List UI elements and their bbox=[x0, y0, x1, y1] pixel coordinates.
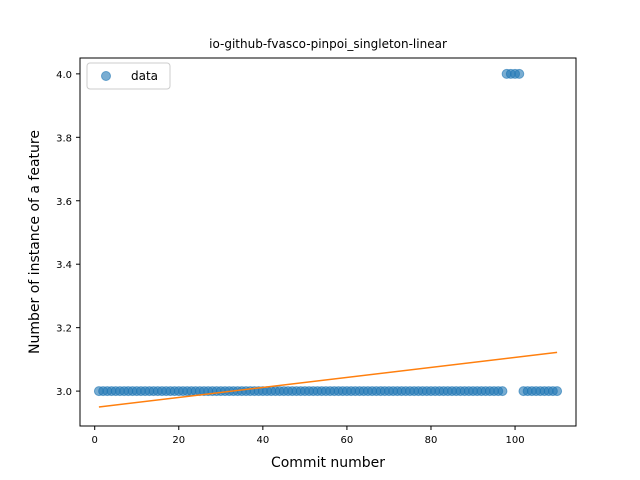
y-tick-label: 3.4 bbox=[56, 260, 72, 271]
data-point bbox=[552, 386, 563, 397]
fit-line bbox=[98, 351, 558, 408]
x-tick-label: 40 bbox=[256, 435, 269, 446]
y-axis-ticks: 3.0 3.2 3.4 3.6 3.8 4.0 bbox=[56, 70, 80, 398]
y-tick-label: 3.2 bbox=[56, 324, 72, 335]
x-tick-label: 100 bbox=[506, 435, 525, 446]
legend: data bbox=[86, 62, 171, 90]
data-point bbox=[514, 68, 525, 79]
x-tick-label: 20 bbox=[172, 435, 185, 446]
x-tick-label: 60 bbox=[341, 435, 354, 446]
axes-frame bbox=[79, 57, 577, 427]
legend-label-data: data bbox=[131, 69, 158, 83]
chart-title: io-github-fvasco-pinpoi_singleton-linear bbox=[209, 37, 447, 51]
y-tick-label: 3.6 bbox=[56, 197, 72, 208]
y-tick-label: 3.0 bbox=[56, 387, 72, 398]
y-axis-label: Number of instance of a feature bbox=[27, 130, 43, 354]
x-tick-label: 80 bbox=[425, 435, 438, 446]
x-tick-label: 0 bbox=[92, 435, 98, 446]
x-axis-label: Commit number bbox=[271, 455, 385, 471]
y-tick-label: 4.0 bbox=[56, 70, 72, 81]
data-point bbox=[497, 386, 508, 397]
legend-marker-data bbox=[101, 71, 111, 81]
x-axis-ticks: 0 20 40 60 80 100 bbox=[92, 426, 525, 446]
plot-area bbox=[79, 57, 577, 427]
legend-box bbox=[86, 62, 171, 90]
y-tick-label: 3.8 bbox=[56, 133, 72, 144]
